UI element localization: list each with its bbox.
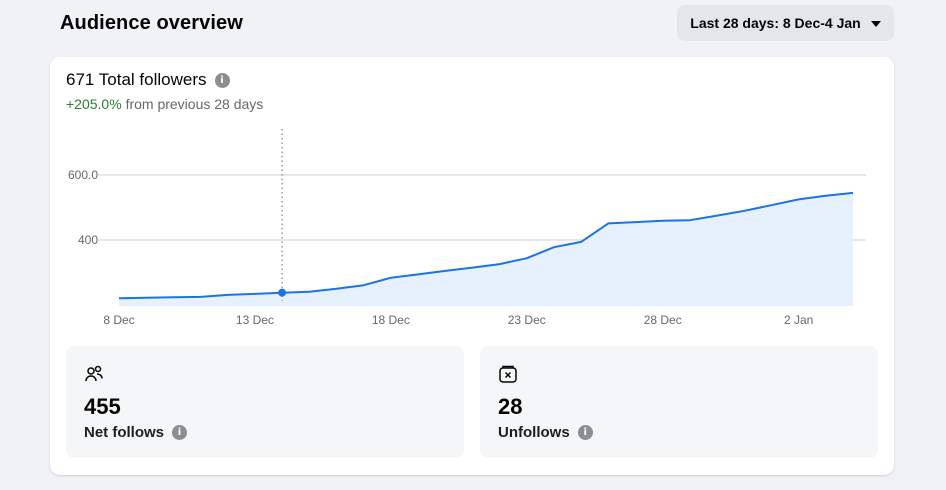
x-tick-label: 18 Dec xyxy=(372,313,410,327)
unfollows-label: Unfollows xyxy=(498,424,570,441)
net-follows-value: 455 xyxy=(84,394,121,419)
change-value: +205.0% xyxy=(66,96,122,112)
unfollows-card: 28 Unfollows i xyxy=(480,346,878,458)
total-followers-text: 671 Total followers xyxy=(66,70,207,89)
area-fill xyxy=(119,192,853,306)
caret-down-icon xyxy=(870,21,881,27)
unfollows-value: 28 xyxy=(498,394,523,419)
x-tick-label: 28 Dec xyxy=(644,313,682,327)
series-line xyxy=(118,191,854,300)
net-follows-card: 455 Net follows i xyxy=(66,346,464,458)
unfollows-label-row: Unfollows i xyxy=(498,424,593,441)
y-tick-label: 400 xyxy=(78,233,98,247)
x-tick-label: 23 Dec xyxy=(508,313,546,327)
change-line: +205.0% from previous 28 days xyxy=(66,96,263,112)
total-followers-header: 671 Total followers i xyxy=(66,70,230,90)
date-range-label: Last 28 days: 8 Dec-4 Jan xyxy=(690,15,861,31)
unfollow-icon xyxy=(498,364,518,389)
highlight-point[interactable] xyxy=(278,288,287,297)
page-title: Audience overview xyxy=(60,12,243,34)
net-follows-label: Net follows xyxy=(84,424,165,441)
followers-card: 671 Total followers i +205.0% from previ… xyxy=(50,57,894,475)
date-range-dropdown[interactable]: Last 28 days: 8 Dec-4 Jan xyxy=(677,5,894,41)
followers-chart[interactable]: 400 600.0 8 Dec 13 Dec 18 Dec 23 Dec 28 Dec 2 … xyxy=(50,57,894,337)
info-icon[interactable]: i xyxy=(172,425,188,440)
x-tick-label: 2 Jan xyxy=(784,313,813,327)
people-icon xyxy=(84,364,104,389)
change-text: from previous 28 days xyxy=(125,96,264,112)
info-icon[interactable]: i xyxy=(577,425,593,440)
info-icon[interactable]: i xyxy=(214,72,230,88)
y-tick-label: 600.0 xyxy=(68,168,98,182)
x-tick-label: 8 Dec xyxy=(103,313,134,327)
net-follows-label-row: Net follows i xyxy=(84,424,188,441)
x-tick-label: 13 Dec xyxy=(236,313,274,327)
